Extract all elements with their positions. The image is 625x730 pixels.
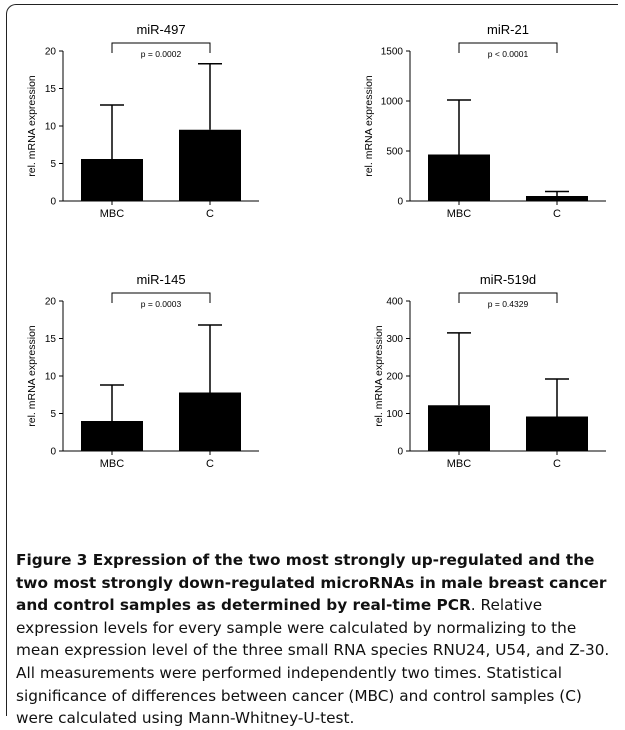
chart-4-y-tick-label: 200 (386, 372, 403, 383)
chart-3-y-label: rel. mRNA expression (26, 325, 38, 427)
chart-1-p-value: p = 0.0002 (141, 49, 182, 59)
figure-caption: Figure 3 Expression of the two most stro… (16, 549, 610, 730)
chart-1-y-tick-label: 15 (45, 84, 57, 95)
chart-2-y-tick-label: 0 (397, 197, 403, 208)
chart-3-y-tick-label: 0 (50, 447, 56, 458)
chart-4-bar (428, 405, 490, 451)
chart-3-y-tick-label: 20 (45, 297, 57, 308)
chart-4-x-tick-label: MBC (447, 458, 472, 470)
chart-1-title: miR-497 (136, 22, 185, 37)
chart-3-y-tick-label: 5 (50, 409, 56, 420)
chart-4-y-tick-label: 400 (386, 297, 403, 308)
chart-3-x-tick-label: MBC (100, 458, 125, 470)
chart-1-bar (179, 129, 241, 201)
chart-2-bar (428, 154, 490, 201)
chart-1-bar (81, 159, 143, 201)
chart-3-title: miR-145 (136, 272, 185, 287)
chart-2-bar (526, 196, 588, 201)
caption-bold: Figure 3 Expression of the two most stro… (16, 551, 607, 615)
chart-2-significance-bracket (458, 42, 558, 53)
chart-4-x-tick-label: C (553, 458, 561, 470)
chart-3-x-tick-label: C (206, 458, 214, 470)
chart-1-x-tick-label: C (206, 208, 214, 220)
chart-2-x-tick-label: MBC (447, 208, 472, 220)
chart-3-y-tick-label: 15 (45, 334, 57, 345)
chart-1-y-label: rel. mRNA expression (26, 75, 38, 177)
chart-4-y-tick-label: 0 (397, 447, 403, 458)
charts-area: miR-497 0 5 10 15 20 rel. mRNA expression MBC Cp… (26, 22, 606, 470)
caption-text: . Relative expression levels for every s… (16, 596, 610, 728)
chart-4-significance-bracket (458, 292, 558, 303)
chart-4-title: miR-519d (480, 272, 536, 287)
chart-4-y-label: rel. mRNA expression (373, 325, 385, 427)
figure-frame (6, 4, 618, 716)
chart-4-y-tick-label: 100 (386, 409, 403, 420)
chart-3-bar (179, 392, 241, 451)
chart-2-p-value: p < 0.0001 (488, 49, 529, 59)
chart-2-y-tick-label: 1000 (381, 97, 404, 108)
chart-4-p-value: p = 0.4329 (488, 299, 529, 309)
chart-4-bar (526, 416, 588, 451)
chart-3-significance-bracket (111, 292, 211, 303)
chart-2-x-tick-label: C (553, 208, 561, 220)
chart-1-significance-bracket (111, 42, 211, 53)
chart-1-y-tick-label: 0 (50, 197, 56, 208)
chart-1-y-tick-label: 5 (50, 159, 56, 170)
chart-2-y-label: rel. mRNA expression (363, 75, 375, 177)
chart-3-bar (81, 421, 143, 451)
chart-4-y-tick-label: 300 (386, 334, 403, 345)
chart-3-y-tick-label: 10 (45, 372, 57, 383)
chart-2-y-tick-label: 500 (386, 147, 403, 158)
chart-3-p-value: p = 0.0003 (141, 299, 182, 309)
chart-1-x-tick-label: MBC (100, 208, 125, 220)
chart-2-y-tick-label: 1500 (381, 47, 404, 58)
chart-2-title: miR-21 (487, 22, 529, 37)
chart-1-y-tick-label: 20 (45, 47, 57, 58)
chart-1-y-tick-label: 10 (45, 122, 57, 133)
